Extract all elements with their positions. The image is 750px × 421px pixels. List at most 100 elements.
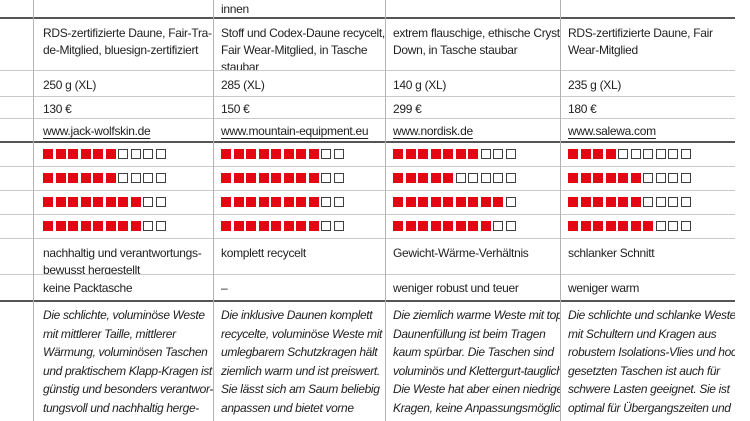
rating-square-filled	[443, 173, 453, 183]
con-cell: weniger warm	[568, 281, 640, 295]
rating-square-empty	[333, 197, 344, 207]
rating-square-filled	[283, 173, 294, 183]
rating-bar	[560, 191, 735, 214]
website-cell: www.salewa.com	[560, 119, 735, 141]
rating-square-filled	[405, 197, 416, 207]
rating-square-filled	[55, 221, 66, 231]
rating-square-filled	[405, 149, 416, 159]
rating-bar	[385, 191, 560, 214]
rating-square-empty	[333, 149, 344, 159]
rating-square-empty	[643, 197, 653, 207]
rating-square-empty	[155, 173, 166, 183]
rating-square-empty	[655, 149, 666, 159]
website-link[interactable]: www.jack-wolfskin.de	[43, 124, 151, 138]
rating-square-filled	[221, 149, 231, 159]
table-row-rating-3	[0, 191, 735, 215]
table-row-rating-1	[0, 143, 735, 167]
table-row-features: RDS-zertifizierte Daune, Fair-Tra- de-Mi…	[0, 19, 735, 71]
rating-square-filled	[605, 197, 616, 207]
rating-square-filled	[393, 149, 403, 159]
con-cell: keine Packtasche	[43, 281, 133, 295]
rating-square-filled	[418, 197, 428, 207]
rating-square-filled	[443, 221, 453, 231]
rating-square-filled	[68, 173, 78, 183]
rating-square-filled	[593, 221, 603, 231]
rating-square-filled	[568, 149, 578, 159]
weight-cell: 140 g (XL)	[393, 78, 447, 92]
rating-square-filled	[296, 173, 306, 183]
top-fragment-cell	[0, 0, 213, 17]
rating-square-filled	[105, 197, 116, 207]
rating-bar	[385, 167, 560, 190]
rating-square-filled	[55, 197, 66, 207]
rating-square-filled	[283, 197, 294, 207]
rating-bar	[213, 215, 385, 238]
rating-square-filled	[93, 197, 103, 207]
rating-bar	[0, 215, 213, 238]
price-cell: 180 €	[568, 102, 597, 116]
rating-square-empty	[643, 149, 653, 159]
rating-square-filled	[308, 221, 319, 231]
rating-square-filled	[308, 173, 319, 183]
rating-square-filled	[630, 173, 641, 183]
table-row-pro: nachhaltig und verantwortungs- bewusst h…	[0, 239, 735, 275]
rating-square-filled	[430, 173, 441, 183]
rating-square-empty	[321, 173, 331, 183]
rating-square-empty	[680, 221, 691, 231]
weight-cell: 250 g (XL)	[43, 78, 97, 92]
rating-square-filled	[246, 173, 256, 183]
rating-square-filled	[568, 197, 578, 207]
verdict-cell: Die inklusive Daunen komplett recycelte,…	[221, 308, 385, 421]
verdict-cell: Die schlichte, voluminöse Weste mit mitt…	[43, 308, 213, 421]
con-cell: weniger robust und teuer	[393, 281, 519, 295]
rating-square-filled	[93, 173, 103, 183]
table-row-rating-4	[0, 215, 735, 239]
website-cell: www.jack-wolfskin.de	[0, 119, 213, 141]
rating-square-filled	[221, 197, 231, 207]
rating-square-empty	[655, 221, 666, 231]
rating-square-filled	[455, 197, 466, 207]
rating-square-filled	[580, 197, 591, 207]
rating-square-filled	[55, 149, 66, 159]
con-cell: –	[221, 281, 228, 295]
rating-square-filled	[405, 221, 416, 231]
website-link[interactable]: www.nordisk.de	[393, 124, 473, 138]
rating-square-empty	[130, 173, 141, 183]
rating-square-empty	[680, 197, 691, 207]
weight-cell: 235 g (XL)	[568, 78, 622, 92]
features-cell: RDS-zertifizierte Daune, Fair Wear-Mitgl…	[568, 26, 713, 57]
rating-square-empty	[493, 173, 503, 183]
rating-square-filled	[568, 221, 578, 231]
website-cell: www.nordisk.de	[385, 119, 560, 141]
rating-square-filled	[246, 197, 256, 207]
website-link[interactable]: www.mountain-equipment.eu	[221, 124, 369, 138]
rating-square-empty	[668, 221, 678, 231]
rating-square-filled	[480, 197, 491, 207]
rating-bar	[385, 143, 560, 166]
rating-square-filled	[221, 221, 231, 231]
rating-square-filled	[118, 221, 128, 231]
rating-square-filled	[605, 221, 616, 231]
rating-square-filled	[130, 197, 141, 207]
rating-square-filled	[480, 221, 491, 231]
rating-square-filled	[308, 197, 319, 207]
rating-square-filled	[258, 173, 269, 183]
rating-square-filled	[296, 197, 306, 207]
website-link[interactable]: www.salewa.com	[568, 124, 656, 138]
price-cell: 130 €	[43, 102, 72, 116]
rating-bar	[213, 143, 385, 166]
rating-square-filled	[68, 221, 78, 231]
rating-square-empty	[655, 173, 666, 183]
table-row-website: www.jack-wolfskin.de www.mountain-equipm…	[0, 119, 735, 143]
rating-square-filled	[593, 173, 603, 183]
rating-square-empty	[505, 149, 516, 159]
rating-square-empty	[480, 149, 491, 159]
rating-square-empty	[505, 173, 516, 183]
rating-square-empty	[480, 173, 491, 183]
rating-square-filled	[43, 197, 53, 207]
rating-square-filled	[118, 197, 128, 207]
rating-square-empty	[630, 149, 641, 159]
price-cell: 150 €	[221, 102, 250, 116]
rating-square-filled	[455, 149, 466, 159]
rating-square-filled	[271, 197, 281, 207]
